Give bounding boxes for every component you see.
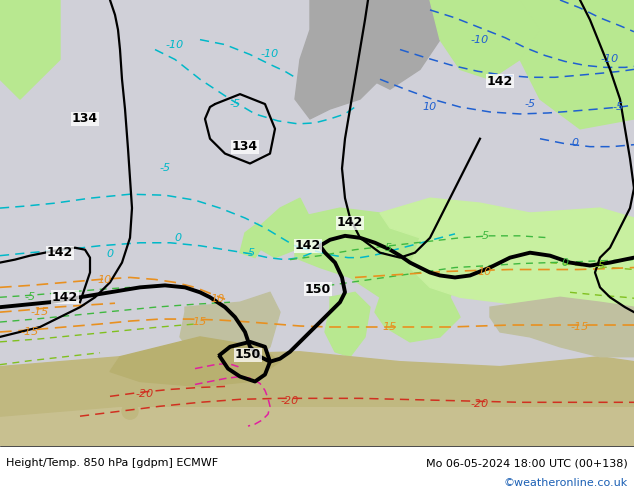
Text: 142: 142 xyxy=(47,246,73,259)
Circle shape xyxy=(122,403,138,419)
Text: 142: 142 xyxy=(487,75,513,88)
Text: -5: -5 xyxy=(159,164,171,173)
Text: 142: 142 xyxy=(52,291,78,304)
Text: Height/Temp. 850 hPa [gdpm] ECMWF: Height/Temp. 850 hPa [gdpm] ECMWF xyxy=(6,458,219,468)
Polygon shape xyxy=(0,396,634,446)
Text: -10: -10 xyxy=(471,35,489,45)
Text: 10: 10 xyxy=(211,294,225,304)
Polygon shape xyxy=(375,293,460,342)
Text: -5: -5 xyxy=(230,99,240,109)
Text: -20: -20 xyxy=(471,399,489,409)
Text: -5: -5 xyxy=(245,247,256,258)
Text: 0: 0 xyxy=(107,248,113,259)
Text: Mo 06-05-2024 18:00 UTC (00+138): Mo 06-05-2024 18:00 UTC (00+138) xyxy=(426,458,628,468)
Text: 142: 142 xyxy=(295,239,321,252)
Text: -5: -5 xyxy=(612,102,624,112)
Polygon shape xyxy=(490,297,634,357)
Text: 0: 0 xyxy=(174,233,181,243)
Text: 142: 142 xyxy=(337,217,363,229)
Text: 10: 10 xyxy=(423,102,437,112)
Text: 5: 5 xyxy=(384,243,392,253)
Polygon shape xyxy=(295,208,460,307)
Text: 134: 134 xyxy=(232,140,258,153)
Polygon shape xyxy=(258,198,310,258)
Text: 5: 5 xyxy=(481,231,489,241)
Text: -5: -5 xyxy=(595,261,605,270)
Polygon shape xyxy=(325,293,370,357)
Text: ©weatheronline.co.uk: ©weatheronline.co.uk xyxy=(503,478,628,488)
Text: -10: -10 xyxy=(601,54,619,65)
Polygon shape xyxy=(520,0,634,129)
Text: -15: -15 xyxy=(571,322,589,332)
Text: 15: 15 xyxy=(383,322,397,332)
Polygon shape xyxy=(0,0,60,99)
Polygon shape xyxy=(430,0,540,79)
Text: -15: -15 xyxy=(31,307,49,317)
Polygon shape xyxy=(530,208,634,347)
Text: 15: 15 xyxy=(193,317,207,327)
Text: -5: -5 xyxy=(524,99,536,109)
Polygon shape xyxy=(380,198,580,307)
Text: -20: -20 xyxy=(136,390,154,399)
Text: 134: 134 xyxy=(72,112,98,125)
Text: -5: -5 xyxy=(25,292,36,302)
Text: 150: 150 xyxy=(305,283,331,296)
Text: 150: 150 xyxy=(235,348,261,361)
Text: 0: 0 xyxy=(571,138,579,147)
Text: 10: 10 xyxy=(98,275,112,285)
Text: -20: -20 xyxy=(281,396,299,406)
Polygon shape xyxy=(180,293,280,371)
Polygon shape xyxy=(295,0,400,119)
Polygon shape xyxy=(0,352,634,416)
Polygon shape xyxy=(240,223,265,258)
Polygon shape xyxy=(110,337,280,387)
Text: 0: 0 xyxy=(562,258,569,268)
Text: -10: -10 xyxy=(166,40,184,49)
Text: 10: 10 xyxy=(478,268,492,277)
Text: -10: -10 xyxy=(261,49,279,59)
Text: -15: -15 xyxy=(21,327,39,337)
Polygon shape xyxy=(360,0,440,89)
